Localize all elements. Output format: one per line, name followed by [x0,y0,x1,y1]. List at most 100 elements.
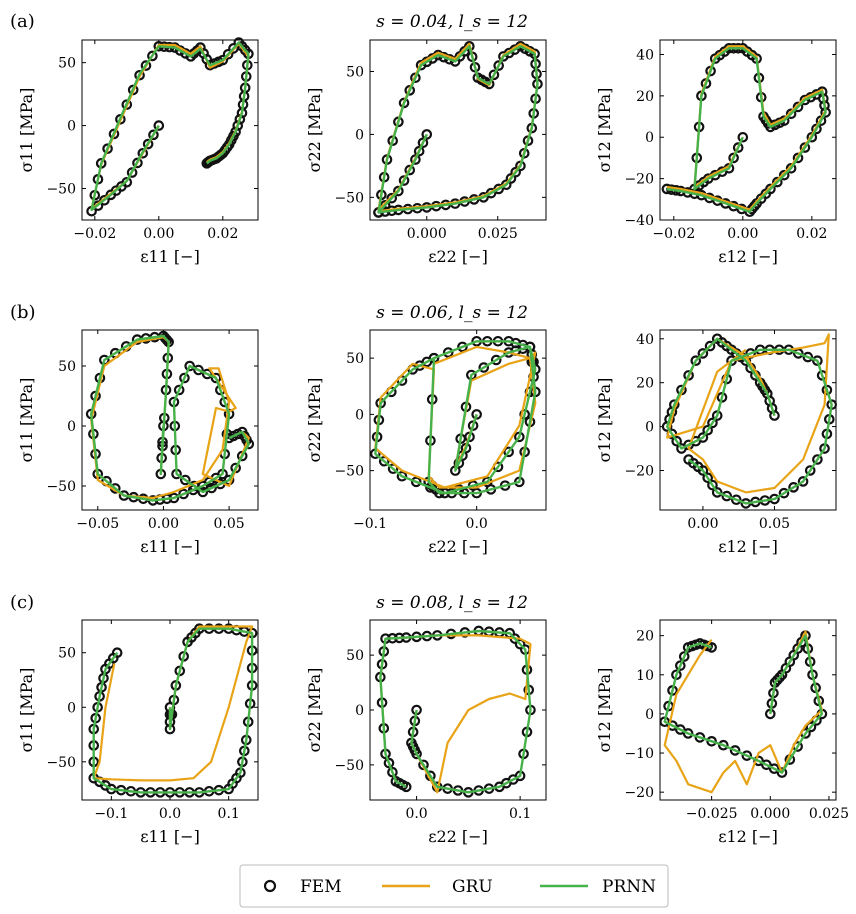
fem-point [802,351,814,363]
fem-point [799,94,811,106]
y-tick-label: −50 [46,182,76,198]
x-axis-label: ε12 [−] [718,247,778,266]
y-axis-label: σ12 [MPa] [595,378,614,463]
fem-point [812,454,823,465]
prnn-series-line [666,337,833,505]
x-tick-label: −0.05 [76,516,119,532]
fem-point [675,724,686,735]
x-tick-label: 0.05 [759,516,790,532]
y-axis-label: σ12 [MPa] [595,668,614,753]
x-tick-label: 0.05 [214,516,245,532]
x-tick-label: −0.02 [652,226,695,242]
x-tick-label: 0.000 [750,806,790,822]
fem-series [659,630,828,778]
fem-point [503,446,514,458]
fem-point [386,192,398,204]
fem-point [697,348,709,359]
fem-point [732,142,744,153]
x-axis-label: ε22 [−] [428,247,488,266]
fem-point [792,101,804,113]
y-tick-label: 0 [67,700,76,716]
row-label-c: (c) [10,592,34,613]
fem-point [387,766,398,778]
fem-point [768,763,780,774]
x-axis-label: ε11 [−] [140,827,200,846]
fem-point [741,750,753,761]
prnn-series-line [89,334,251,502]
y-tick-label: 50 [58,646,76,662]
fem-point [683,454,694,465]
fem-point [772,176,783,188]
fem-point [721,490,733,502]
y-axis-label: σ12 [MPa] [595,88,614,173]
panel-a-11: −0.02 0.00 0.02 −50 0 50 ε11 [−] σ11 [MPa] [17,37,259,266]
fem-point [210,372,222,384]
panel-c-12: −0.025 0.000 0.025 −20 −10 0 10 20 ε12 [−] σ12 [M… [595,619,849,846]
fem-point [421,129,433,140]
axes-frame [369,329,547,511]
fem-point [797,476,809,487]
axes-frame [659,619,837,801]
fem-point [792,152,804,164]
prnn-series-line [374,340,537,495]
legend-box [239,864,669,908]
fem-point [102,143,113,154]
fem-point [706,736,717,747]
legend: FEM GRU PRNN [239,864,669,908]
fem-point [778,487,790,499]
fem-point [197,486,209,498]
x-tick-label: 0.0 [466,516,488,532]
fem-point [821,384,833,396]
x-tick-label: 0.025 [809,806,849,822]
y-tick-label: 0 [67,419,76,435]
y-tick-label: 40 [636,332,654,348]
fem-point [671,435,682,447]
prnn-series-line [666,47,827,213]
x-axis-label: ε22 [−] [428,827,488,846]
fem-point [396,470,408,482]
x-tick-label: 0.1 [218,806,240,822]
fem-point [711,487,723,498]
y-axis-label: σ11 [MPa] [17,668,36,753]
y-tick-label: 20 [636,376,654,392]
fem-point [478,362,490,373]
axes-frame [81,329,259,511]
y-tick-label: 0 [645,420,654,436]
y-tick-label: −40 [624,213,654,229]
y-tick-label: 50 [346,648,364,664]
y-tick-label: 0 [645,707,654,723]
fem-point [148,129,159,141]
y-tick-label: 50 [346,64,364,80]
fem-point [718,739,729,751]
fem-point [812,355,823,367]
fem-point [711,333,723,345]
fem-point [193,364,204,376]
gru-series-line [90,42,250,210]
x-tick-label: 0.00 [148,516,179,532]
y-axis-label: σ22 [MPa] [305,378,324,463]
fem-point [140,60,152,71]
fem-point [410,476,422,488]
prnn-series-line [90,41,250,212]
row-label-a: (a) [10,11,35,32]
gru-series-line [379,634,532,794]
axes-frame [369,39,547,221]
axes-frame [659,39,837,221]
fem-point [799,142,811,153]
row-title-c: s = 0.08, l_s = 12 [376,593,528,613]
fem-point [180,474,191,486]
x-tick-label: 0.0 [405,806,427,822]
fem-point [418,759,429,771]
y-tick-label: −50 [334,464,364,480]
panel-a-12: −0.02 0.00 0.02 −40 −20 0 20 40 ε12 [−] σ12 [MPa] [595,39,837,266]
fem-point [729,745,741,756]
prnn-series-line [92,627,254,794]
fem-point [785,108,797,120]
fem-point [785,162,797,174]
fem-point [99,194,110,206]
legend-gru-label: GRU [452,877,493,897]
fem-point [206,482,217,494]
fem-point [737,131,749,143]
fem-point [707,479,718,491]
y-tick-label: 0 [355,407,364,423]
